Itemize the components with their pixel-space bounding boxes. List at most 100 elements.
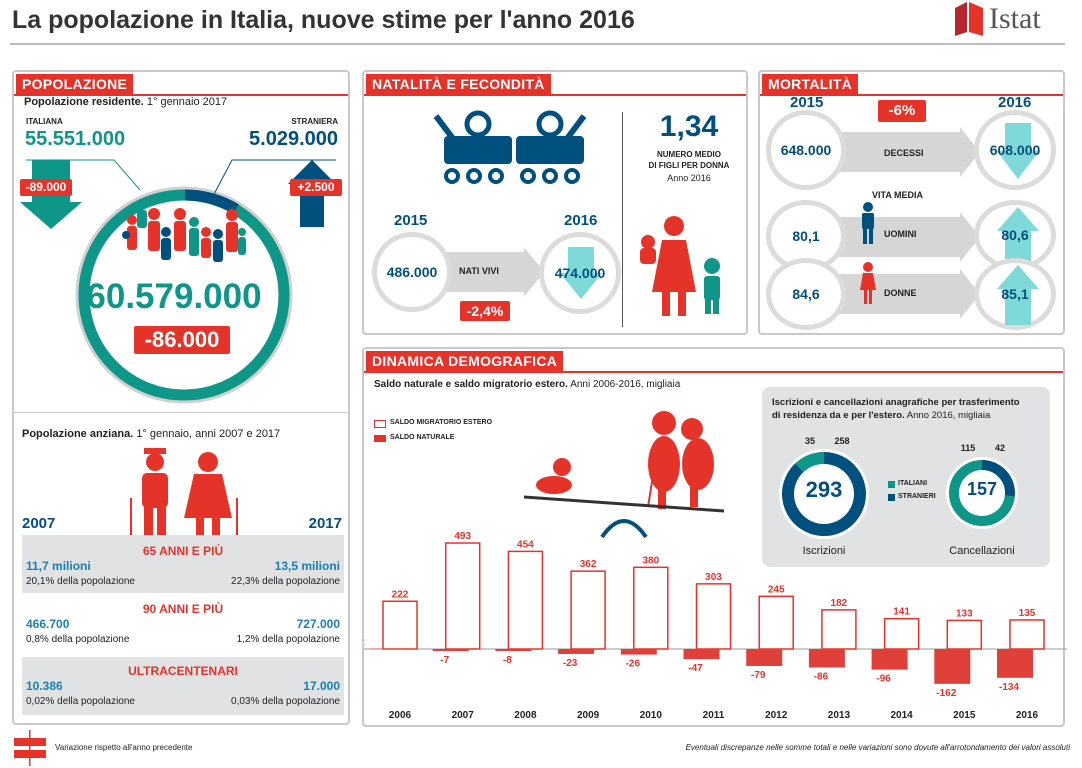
value-2007: 466.700 (26, 617, 70, 631)
deaths-2016-value: 608.000 (989, 142, 1041, 158)
man-icon (862, 202, 874, 244)
subtitle-text: 1° gennaio 2017 (146, 96, 228, 108)
cancellazioni-total: 157 (966, 479, 998, 499)
label-naturale-2010: -26 (626, 659, 641, 670)
row-100-band (22, 657, 344, 715)
arrow-up-icon (997, 207, 1039, 265)
donut-charts: 35 258 115 42 (779, 436, 1018, 539)
births-2016-value: 474.000 (554, 265, 606, 281)
men-2016-value: 80,6 (1001, 227, 1029, 243)
bar-migratorio-2011 (695, 583, 732, 650)
istat-logo-text: Istat (989, 2, 1041, 35)
header-line (364, 371, 1063, 373)
istat-logo-icon (955, 2, 983, 36)
iscrizioni-label: Iscrizioni (802, 545, 846, 557)
population-ring (20, 159, 336, 404)
donut-segment-stranieri (981, 460, 1015, 497)
label-migratorio-2011: 303 (705, 572, 722, 583)
gray-arrow-icon (434, 247, 544, 297)
label-migratorio-2012: 245 (768, 584, 785, 595)
subtitle-bold: Popolazione residente. (24, 96, 144, 108)
year-label-2014: 2014 (890, 710, 913, 721)
label-migratorio-2010: 380 (642, 555, 659, 566)
divider (622, 112, 623, 327)
bar-migratorio-2008 (507, 550, 544, 650)
label-naturale-2015: -162 (936, 688, 956, 699)
iscrizioni-total: 293 (805, 477, 843, 502)
label-migratorio-2014: 141 (893, 607, 910, 618)
seesaw-icon (524, 411, 725, 539)
value-italiani: 115 (961, 443, 976, 453)
value-2007: 11,7 milioni (26, 559, 91, 573)
popolazione-subtitle: Popolazione residente. 1° gennaio 2017 (24, 96, 227, 108)
anziana-bold: Popolazione anziana. (22, 428, 134, 440)
women-2015: 84,6 (766, 258, 846, 330)
arrow-up-icon (997, 265, 1039, 325)
bar-migratorio-2006 (382, 600, 418, 650)
divider (14, 412, 348, 413)
year-label-2013: 2013 (828, 710, 851, 721)
births-change-badge: -2,4% (460, 301, 510, 321)
label-naturale-2011: -47 (688, 663, 703, 674)
migration-box: Iscrizioni e cancellazioni anagrafiche p… (762, 387, 1050, 567)
arrow-down-icon (997, 123, 1039, 179)
bar-chart: 22222006493-72007454-82008362-232009380-… (364, 531, 1067, 721)
label-naturale-2016: -134 (999, 682, 1019, 693)
year-label-2006: 2006 (389, 710, 412, 721)
italiana-change-badge: -89.000 (20, 179, 72, 196)
year-label-2016: 2016 (1016, 710, 1039, 721)
panel-header: POPOLAZIONE (16, 74, 134, 94)
label-naturale-2012: -79 (751, 670, 766, 681)
panel-header: DINAMICA DEMOGRAFICA (366, 351, 564, 371)
value-2017: 13,5 milioni (274, 559, 340, 573)
bar-naturale-2015 (934, 649, 971, 684)
box-title-bold: di residenza da e per l'estero. (772, 410, 905, 421)
pct-2017: 0,03% della popolazione (231, 696, 340, 707)
year-label-2007: 2007 (452, 710, 475, 721)
bar-migratorio-2012 (758, 595, 794, 650)
label-naturale-2013: -86 (814, 671, 829, 682)
panel-header: MORTALITÀ (762, 74, 859, 94)
box-title-text: Anno 2016, migliaia (906, 410, 991, 421)
cancellazioni-label: Cancellazioni (949, 545, 1015, 557)
footer-legend: Variazione rispetto all'anno precedente (55, 743, 193, 752)
panel-header: NATALITÀ E FECONDITÀ (366, 74, 551, 94)
value-italiani: 35 (805, 436, 815, 446)
straniera-value: 5.029.000 (249, 128, 338, 150)
label-migratorio-2016: 135 (1019, 608, 1036, 619)
men-2016: 80,6 (974, 200, 1056, 270)
bar-naturale-2009 (558, 649, 595, 654)
pct-2007: 20,1% della popolazione (26, 576, 135, 587)
label-migratorio-2007: 493 (454, 531, 471, 542)
italiana-label: ITALIANA (26, 117, 63, 126)
bar-migratorio-2013 (821, 609, 857, 650)
arrow-down-icon (560, 247, 602, 299)
bar-migratorio-2014 (883, 617, 920, 650)
deaths-2016: 608.000 (974, 110, 1056, 190)
label-migratorio-2006: 222 (392, 589, 409, 600)
pct-2007: 0,02% della popolazione (26, 696, 135, 707)
legend-swatch-stranieri (888, 494, 895, 501)
women-2016-value: 85,1 (1001, 286, 1029, 302)
straniera-segment (184, 189, 239, 214)
year-label-2015: 2015 (953, 710, 976, 721)
bar-naturale-2013 (808, 649, 845, 668)
straniera-change-badge: +2.500 (290, 179, 342, 196)
row-65-band (22, 535, 344, 593)
year-label-2008: 2008 (514, 710, 537, 721)
dinamica-subtitle: Saldo naturale e saldo migratorio estero… (374, 379, 680, 390)
deaths-2015: 648.000 (766, 110, 846, 190)
women-2016: 85,1 (974, 258, 1056, 330)
age-group-label: 90 ANNI E PIÙ (142, 602, 224, 616)
woman-icon (860, 262, 876, 304)
fertility-year: Anno 2016 (667, 173, 711, 183)
age-group-label: 65 ANNI E PIÙ (142, 544, 224, 558)
panel-natalita: NATALITÀ E FECONDITÀ 1,34 NUMERO MEDIO D… (362, 70, 748, 335)
bar-naturale-2016 (997, 649, 1033, 678)
legend-swatch-italiani (888, 481, 895, 488)
bar-naturale-2014 (871, 649, 908, 670)
label-naturale-2009: -23 (563, 658, 578, 669)
births-2015: 486.000 (372, 232, 452, 312)
donut-segment-italiani (949, 460, 1015, 526)
uomini-label: UOMINI (884, 229, 917, 239)
